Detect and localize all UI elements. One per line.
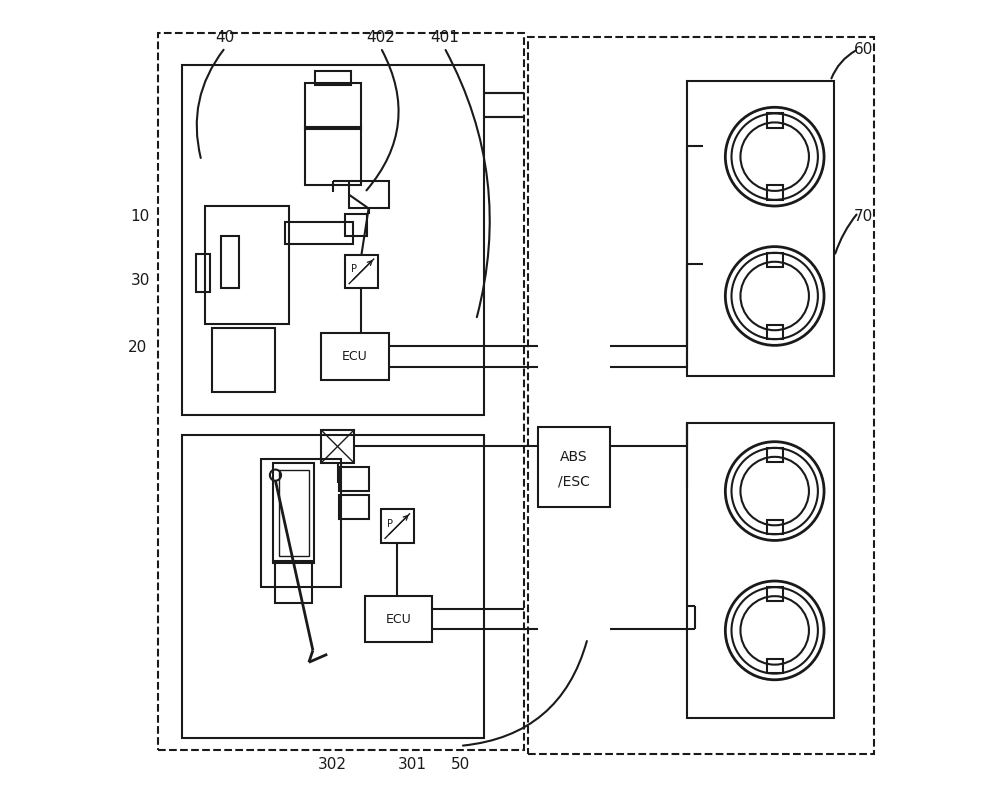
Bar: [285, 222, 353, 244]
Text: 301: 301: [398, 757, 427, 772]
Text: ECU: ECU: [386, 613, 411, 626]
Bar: [339, 495, 369, 519]
Bar: [345, 214, 367, 237]
Bar: [767, 113, 783, 128]
Bar: [687, 81, 834, 376]
Bar: [315, 70, 351, 85]
Bar: [305, 127, 361, 185]
Bar: [182, 435, 484, 738]
Bar: [767, 659, 783, 674]
Bar: [221, 237, 239, 288]
Text: P: P: [351, 264, 357, 274]
Bar: [538, 427, 610, 507]
Bar: [339, 467, 369, 491]
Bar: [767, 447, 783, 462]
Text: 50: 50: [451, 757, 470, 772]
Bar: [767, 252, 783, 267]
Bar: [158, 34, 524, 749]
Text: 302: 302: [318, 757, 347, 772]
Bar: [528, 38, 874, 753]
Bar: [205, 206, 289, 324]
Bar: [349, 181, 389, 209]
Text: ECU: ECU: [342, 350, 368, 363]
Text: 70: 70: [854, 209, 873, 224]
Text: /ESC: /ESC: [558, 475, 590, 488]
Bar: [767, 324, 783, 339]
Bar: [196, 254, 210, 292]
Bar: [321, 333, 389, 380]
Bar: [275, 561, 312, 602]
Text: 30: 30: [130, 272, 150, 288]
Bar: [365, 596, 432, 642]
Bar: [261, 459, 341, 586]
Bar: [305, 82, 361, 129]
Text: 401: 401: [430, 30, 459, 45]
Text: 60: 60: [854, 42, 874, 57]
Bar: [767, 587, 783, 602]
Bar: [345, 255, 378, 288]
Bar: [381, 510, 414, 543]
Text: ABS: ABS: [560, 450, 588, 464]
Bar: [687, 423, 834, 718]
Text: P: P: [387, 519, 393, 529]
Text: 20: 20: [128, 340, 147, 356]
Bar: [212, 328, 275, 392]
Bar: [321, 430, 354, 463]
Text: 40: 40: [216, 30, 235, 45]
Bar: [279, 470, 309, 556]
Bar: [182, 65, 484, 415]
Bar: [273, 463, 314, 562]
Text: 402: 402: [366, 30, 395, 45]
Bar: [767, 185, 783, 200]
Bar: [767, 519, 783, 534]
Text: 10: 10: [130, 209, 150, 224]
